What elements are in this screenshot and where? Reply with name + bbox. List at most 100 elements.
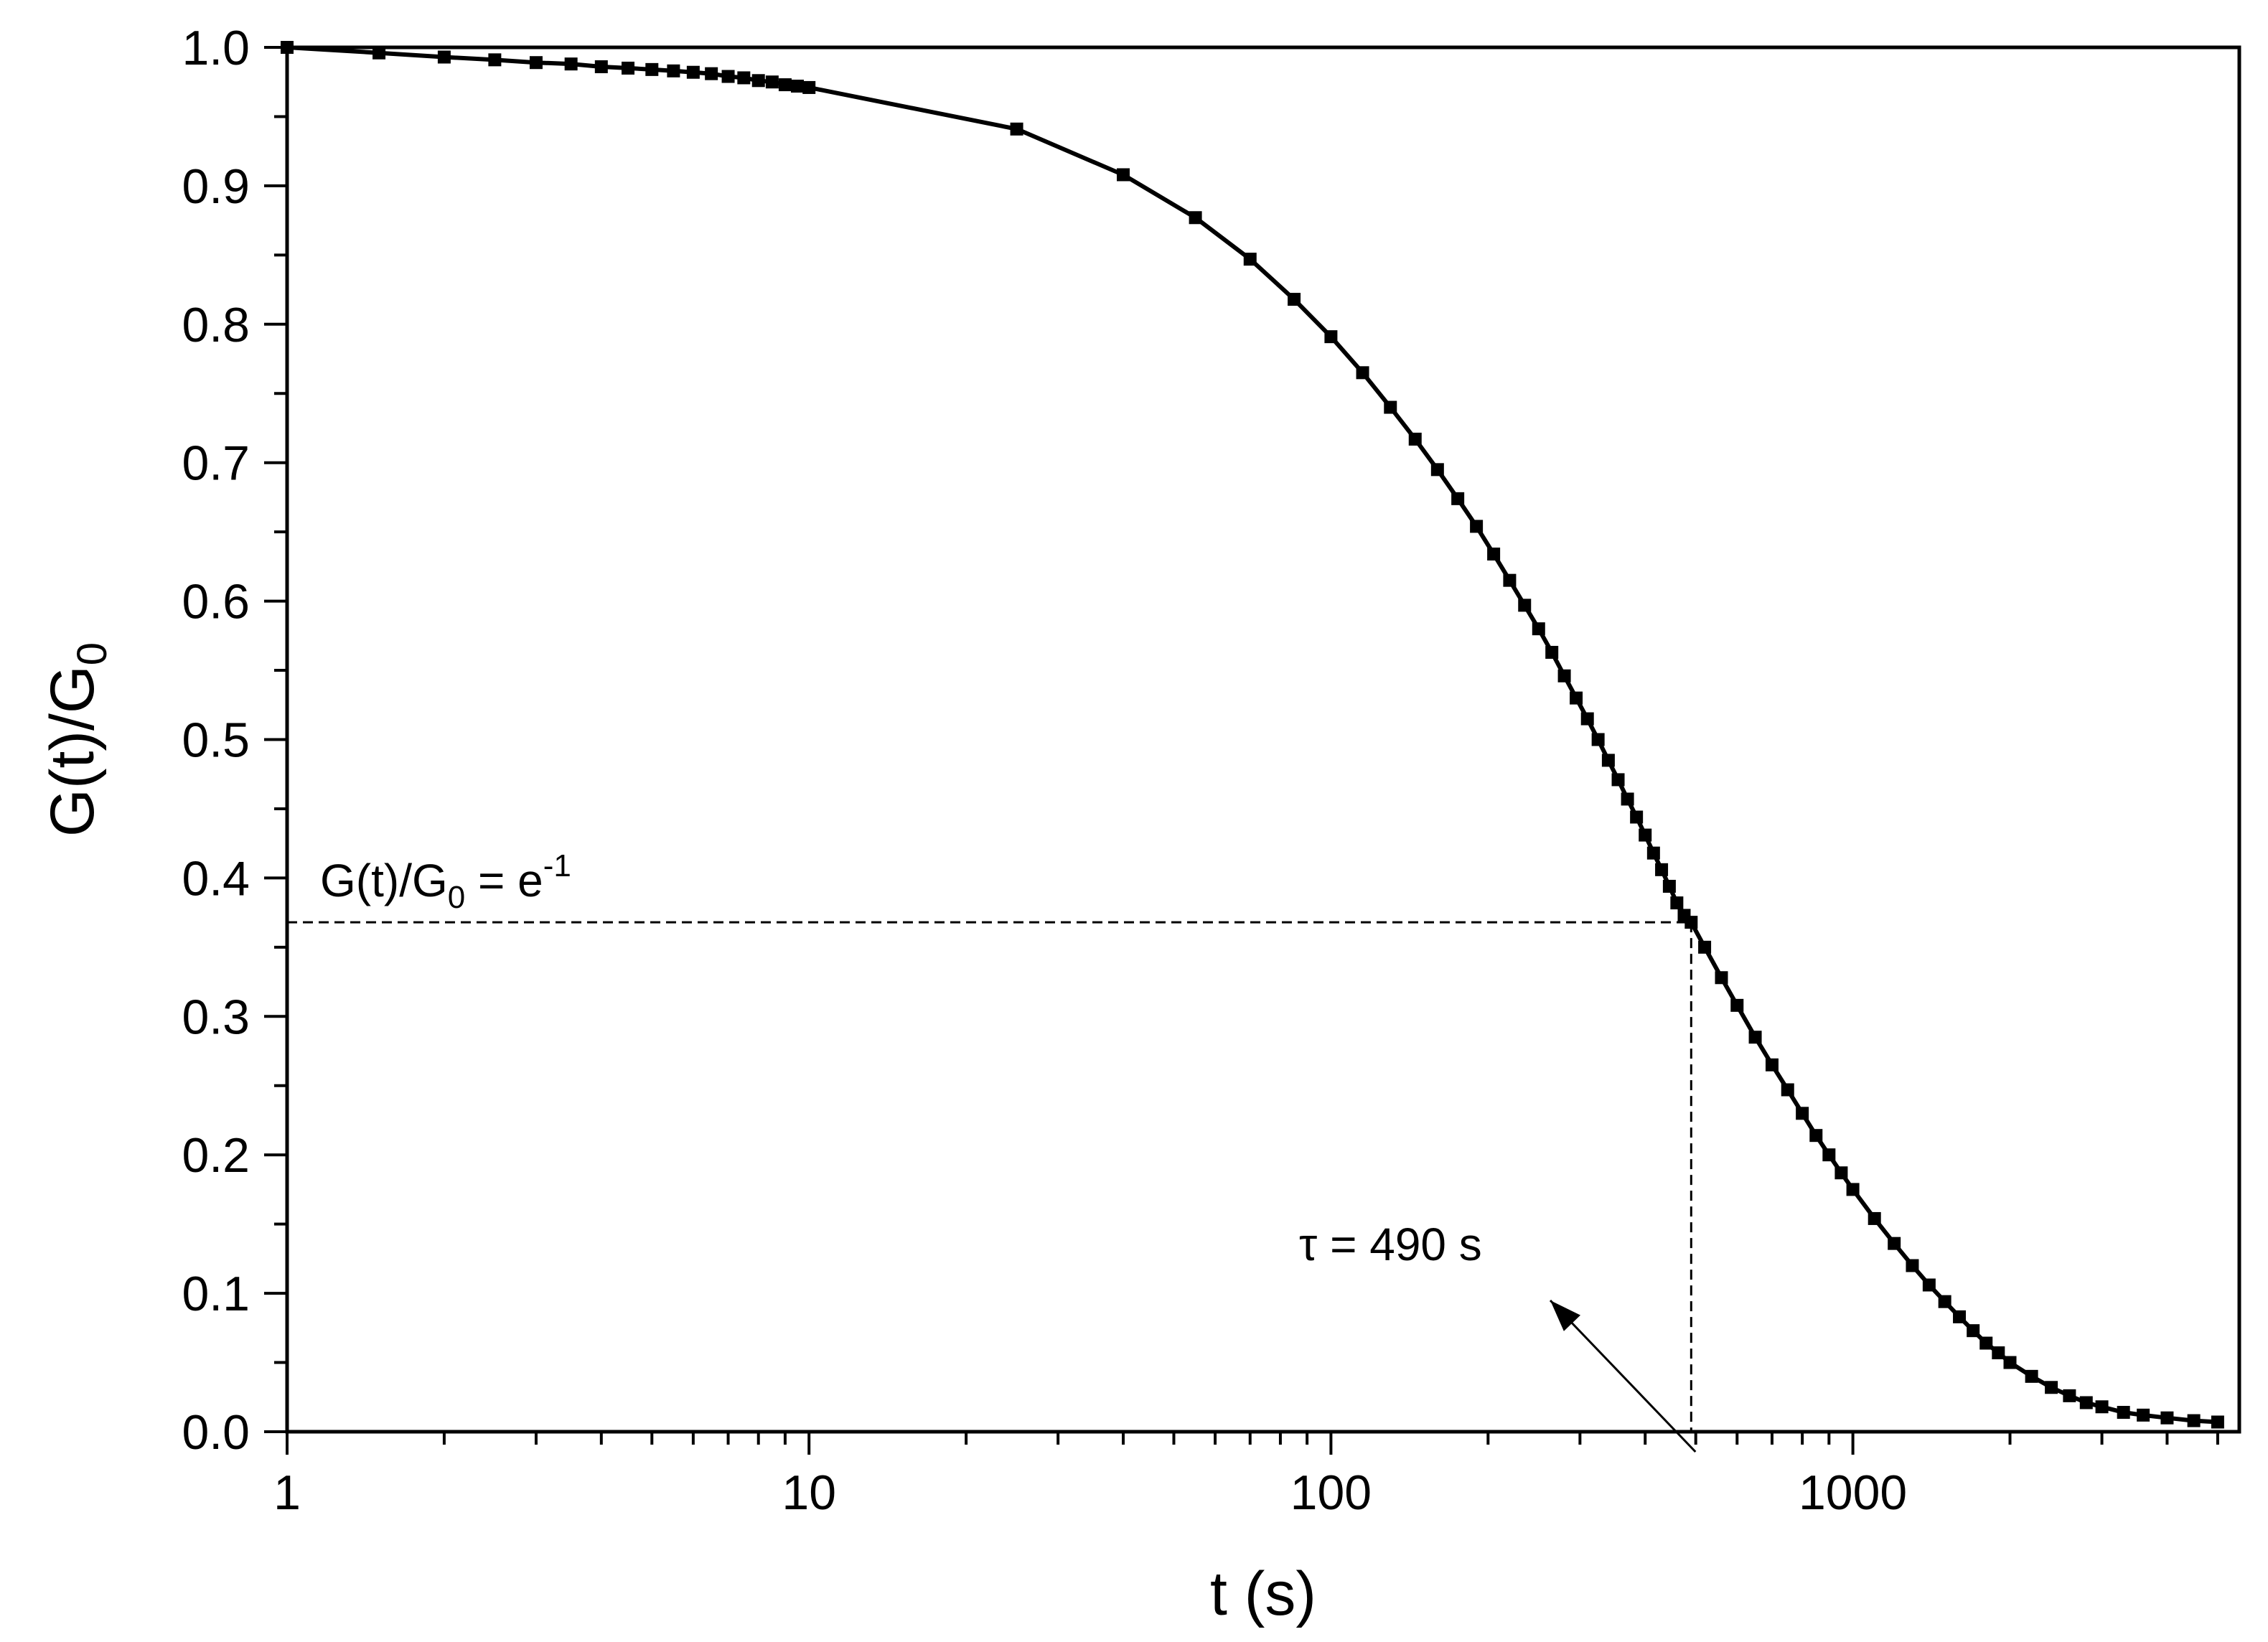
data-point (1591, 733, 1605, 746)
data-point (1765, 1058, 1779, 1071)
data-point (1979, 1336, 1993, 1350)
y-axis-label-subscript: 0 (69, 642, 116, 665)
data-point (645, 62, 659, 76)
data-point (1822, 1148, 1836, 1162)
y-axis-label: G(t)/G0 (38, 642, 116, 837)
reference-lines (287, 921, 1692, 1432)
data-point (1655, 863, 1669, 876)
data-point (1243, 253, 1257, 266)
data-point (1953, 1310, 1967, 1323)
data-point (1698, 940, 1712, 954)
data-point (802, 80, 816, 94)
data-point (1288, 293, 1301, 306)
data-point (1662, 879, 1676, 893)
x-tick-label: 100 (1290, 1465, 1372, 1520)
data-point (1503, 573, 1517, 587)
data-point (1888, 1237, 1901, 1250)
data-point (2211, 1415, 2224, 1429)
y-tick-label: 0.0 (182, 1405, 250, 1460)
data-point (2063, 1389, 2076, 1402)
data-point (1356, 366, 1369, 380)
data-point (1670, 896, 1684, 910)
data-point (2187, 1414, 2201, 1427)
y-tick-label: 0.2 (182, 1128, 250, 1183)
data-point (1451, 492, 1465, 505)
data-point (1532, 622, 1545, 636)
data-point (1809, 1129, 1823, 1143)
y-axis-label-main: G(t)/G (38, 665, 107, 837)
y-tick-label: 0.3 (182, 990, 250, 1044)
x-axis-label: t (s) (1210, 1559, 1316, 1628)
data-point (686, 65, 700, 79)
data-point (488, 53, 502, 67)
data-point (529, 56, 543, 70)
data-point (1487, 548, 1501, 561)
data-point (2045, 1381, 2058, 1394)
data-point (1601, 754, 1615, 767)
data-point (1621, 792, 1634, 806)
data-point (2003, 1356, 2017, 1369)
data-point (1630, 810, 1644, 824)
data-point (1834, 1166, 1848, 1180)
data-point (1906, 1259, 1919, 1272)
data-point (1117, 168, 1130, 182)
data-point (1967, 1324, 1980, 1338)
data-point (1938, 1295, 1951, 1308)
threshold-subscript: 0 (448, 880, 465, 915)
data-point (667, 64, 680, 78)
data-point (1611, 773, 1625, 787)
data-point (1430, 463, 1444, 477)
data-point (2095, 1400, 2109, 1414)
y-tick-label: 1.0 (182, 21, 250, 75)
data-point (791, 80, 805, 93)
data-point (737, 71, 751, 85)
data-point (594, 60, 608, 74)
series-line (286, 45, 2218, 1425)
data-point (1715, 971, 1728, 985)
data-point (1570, 691, 1583, 705)
data-point (1684, 916, 1698, 929)
data-point (1408, 432, 1422, 446)
y-tick-label: 0.9 (182, 159, 250, 214)
data-point (705, 67, 718, 80)
threshold-main: G(t)/G (320, 855, 448, 906)
data-point (1580, 712, 1594, 726)
data-point (1324, 330, 1338, 344)
data-point (1639, 828, 1652, 842)
tau-arrowhead (1550, 1300, 1581, 1331)
x-tick-label: 10 (782, 1465, 836, 1520)
data-point (1646, 846, 1660, 860)
data-point (1781, 1083, 1794, 1097)
data-point (2079, 1396, 2093, 1409)
data-point (372, 46, 386, 60)
threshold-superscript: -1 (543, 848, 571, 883)
y-tick-label: 0.7 (182, 436, 250, 491)
data-point (2025, 1369, 2038, 1383)
data-point (1545, 645, 1559, 659)
y-tick-label: 0.5 (182, 713, 250, 768)
data-point (1557, 669, 1571, 682)
data-point (564, 57, 578, 71)
data-point (2117, 1405, 2130, 1419)
x-tick-label: 1000 (1799, 1465, 1907, 1520)
data-point (437, 50, 451, 64)
data-point (2160, 1411, 2174, 1425)
data-point (1868, 1211, 1881, 1225)
data-point (1730, 998, 1744, 1012)
data-point (2137, 1408, 2150, 1422)
x-tick-label: 1 (273, 1465, 301, 1520)
y-tick-label: 0.8 (182, 298, 250, 352)
data-point (751, 74, 765, 88)
data-point (1384, 400, 1397, 414)
series-markers (281, 41, 2224, 1429)
threshold-rest: = e (465, 855, 543, 906)
series-line-group (286, 45, 2218, 1425)
data-point (721, 70, 735, 83)
x-axis-ticks: 1 10 100 1000 (273, 1432, 2219, 1520)
tau-arrow (1549, 1299, 1697, 1453)
threshold-annotation: G(t)/G0 = e-1 (320, 848, 571, 915)
plot-frame (285, 45, 2241, 1434)
data-point (1922, 1278, 1936, 1292)
data-point (1846, 1183, 1860, 1196)
